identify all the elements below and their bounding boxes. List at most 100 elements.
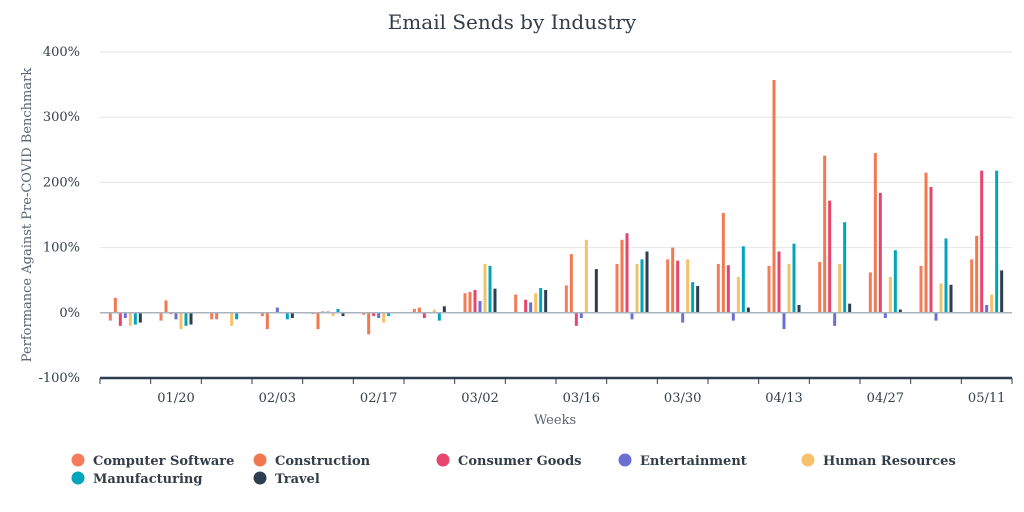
- bar[interactable]: [367, 312, 371, 335]
- bar[interactable]: [230, 312, 234, 326]
- bar[interactable]: [316, 312, 320, 330]
- bar[interactable]: [949, 284, 953, 313]
- bar[interactable]: [382, 312, 386, 323]
- bar[interactable]: [731, 312, 735, 321]
- legend-item[interactable]: Computer Software: [71, 453, 235, 470]
- bar[interactable]: [975, 235, 979, 313]
- bar[interactable]: [483, 263, 487, 313]
- bar[interactable]: [534, 293, 538, 313]
- bar[interactable]: [767, 265, 771, 313]
- bar[interactable]: [488, 265, 492, 313]
- legend-item[interactable]: Travel: [253, 471, 320, 488]
- bar[interactable]: [929, 186, 933, 313]
- bar[interactable]: [493, 288, 497, 313]
- bar[interactable]: [275, 307, 279, 313]
- bar[interactable]: [681, 312, 685, 323]
- bar[interactable]: [362, 312, 366, 315]
- bar[interactable]: [970, 259, 974, 313]
- bar[interactable]: [898, 309, 902, 313]
- bar[interactable]: [878, 192, 882, 313]
- bar[interactable]: [818, 261, 822, 313]
- legend-item[interactable]: Construction: [253, 453, 371, 470]
- bar[interactable]: [721, 213, 725, 313]
- bar[interactable]: [995, 170, 999, 313]
- legend-item[interactable]: Entertainment: [618, 453, 747, 470]
- legend-item[interactable]: Human Resources: [801, 453, 956, 470]
- bar[interactable]: [108, 312, 112, 321]
- bar[interactable]: [184, 312, 188, 326]
- bar[interactable]: [873, 153, 877, 313]
- bar[interactable]: [924, 172, 928, 313]
- bar[interactable]: [828, 200, 832, 313]
- bar[interactable]: [944, 238, 948, 313]
- bar[interactable]: [468, 291, 472, 313]
- bar[interactable]: [138, 312, 142, 323]
- bar[interactable]: [888, 276, 892, 313]
- bar[interactable]: [782, 312, 786, 330]
- bar[interactable]: [478, 301, 482, 313]
- bar[interactable]: [290, 312, 294, 319]
- bar[interactable]: [792, 243, 796, 313]
- bar[interactable]: [341, 312, 345, 317]
- bar[interactable]: [696, 286, 700, 313]
- bar[interactable]: [387, 312, 391, 317]
- bar[interactable]: [432, 309, 436, 313]
- bar[interactable]: [620, 239, 624, 313]
- bar[interactable]: [412, 308, 416, 313]
- bar[interactable]: [868, 272, 872, 313]
- bar[interactable]: [893, 250, 897, 313]
- bar[interactable]: [128, 312, 132, 326]
- bar[interactable]: [671, 247, 675, 313]
- bar[interactable]: [919, 265, 923, 313]
- bar[interactable]: [726, 265, 730, 313]
- bar[interactable]: [833, 312, 837, 326]
- bar[interactable]: [123, 312, 127, 319]
- bar[interactable]: [990, 294, 994, 313]
- bar[interactable]: [442, 306, 446, 313]
- bar[interactable]: [524, 299, 528, 313]
- bar[interactable]: [772, 80, 776, 313]
- bar[interactable]: [635, 263, 639, 313]
- bar[interactable]: [377, 312, 381, 319]
- bar[interactable]: [985, 304, 989, 313]
- bar[interactable]: [666, 259, 670, 313]
- bar[interactable]: [539, 288, 543, 313]
- bar[interactable]: [980, 170, 984, 313]
- bar[interactable]: [260, 312, 264, 317]
- bar[interactable]: [777, 251, 781, 313]
- bar[interactable]: [686, 259, 690, 313]
- bar[interactable]: [934, 312, 938, 321]
- bar[interactable]: [336, 308, 340, 313]
- bar[interactable]: [529, 302, 533, 313]
- bar[interactable]: [640, 259, 644, 313]
- bar[interactable]: [133, 312, 137, 325]
- bar[interactable]: [189, 312, 193, 325]
- bar[interactable]: [848, 303, 852, 313]
- bar[interactable]: [463, 293, 467, 313]
- bar[interactable]: [615, 263, 619, 313]
- bar[interactable]: [584, 239, 588, 313]
- bar[interactable]: [422, 312, 426, 319]
- bar[interactable]: [823, 155, 827, 313]
- bar[interactable]: [174, 312, 178, 320]
- bar[interactable]: [235, 312, 239, 320]
- bar[interactable]: [164, 300, 168, 313]
- bar[interactable]: [787, 263, 791, 313]
- bar[interactable]: [716, 263, 720, 313]
- bar[interactable]: [372, 312, 376, 317]
- bar[interactable]: [691, 282, 695, 313]
- bar[interactable]: [645, 251, 649, 313]
- bar[interactable]: [179, 312, 183, 330]
- bar[interactable]: [574, 312, 578, 326]
- bar[interactable]: [544, 289, 548, 313]
- bar[interactable]: [630, 312, 634, 320]
- bar[interactable]: [159, 312, 163, 321]
- bar[interactable]: [883, 312, 887, 319]
- bar[interactable]: [594, 269, 598, 313]
- bar[interactable]: [625, 233, 629, 313]
- bar[interactable]: [939, 283, 943, 313]
- bar[interactable]: [843, 222, 847, 313]
- bar[interactable]: [569, 254, 573, 313]
- bar[interactable]: [210, 312, 214, 320]
- bar[interactable]: [118, 312, 122, 326]
